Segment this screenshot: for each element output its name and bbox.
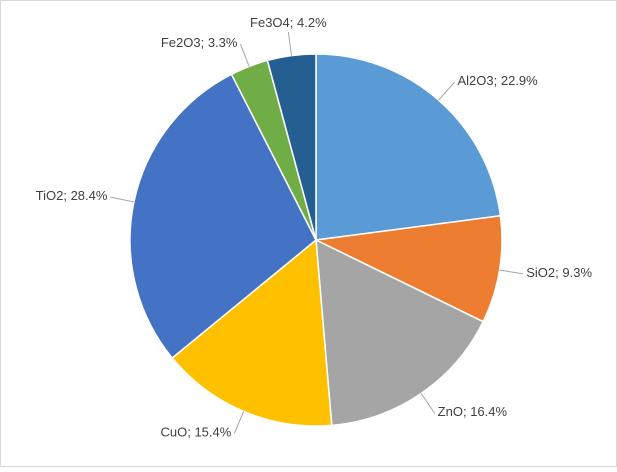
pie-slice bbox=[266, 53, 317, 241]
pie-slice bbox=[315, 238, 485, 427]
leader-line bbox=[233, 411, 245, 434]
data-label: Fe3O4; 4.2% bbox=[250, 15, 327, 30]
label-category: SiO2 bbox=[526, 265, 555, 280]
label-separator: ; bbox=[290, 15, 297, 30]
data-label: Fe2O3; 3.3% bbox=[161, 35, 238, 50]
label-separator: ; bbox=[494, 74, 501, 89]
data-label: ZnO; 16.4% bbox=[438, 405, 508, 420]
pie-slice bbox=[315, 53, 502, 241]
label-value: 16.4% bbox=[470, 405, 507, 420]
label-category: Al2O3 bbox=[457, 74, 493, 89]
label-separator: ; bbox=[63, 188, 70, 203]
label-separator: ; bbox=[463, 405, 470, 420]
label-category: CuO bbox=[160, 425, 187, 440]
pie-slice bbox=[313, 214, 503, 323]
label-category: TiO2 bbox=[36, 188, 64, 203]
data-label: Al2O3; 22.9% bbox=[457, 74, 538, 89]
label-category: Fe3O4 bbox=[250, 15, 290, 30]
label-separator: ; bbox=[555, 265, 562, 280]
leader-line bbox=[239, 43, 250, 67]
leader-line bbox=[110, 196, 135, 203]
leader-line bbox=[287, 31, 293, 56]
data-label: CuO; 15.4% bbox=[160, 425, 231, 440]
label-separator: ; bbox=[187, 425, 194, 440]
label-value: 28.4% bbox=[71, 188, 108, 203]
label-value: 4.2% bbox=[297, 15, 327, 30]
leader-line bbox=[420, 393, 436, 414]
data-label: TiO2; 28.4% bbox=[36, 188, 108, 203]
label-value: 9.3% bbox=[562, 265, 592, 280]
data-label: SiO2; 9.3% bbox=[526, 265, 592, 280]
label-category: Fe2O3 bbox=[161, 35, 201, 50]
label-separator: ; bbox=[201, 35, 208, 50]
leader-line bbox=[499, 269, 524, 275]
label-value: 3.3% bbox=[208, 35, 238, 50]
label-value: 22.9% bbox=[501, 74, 538, 89]
label-value: 15.4% bbox=[194, 425, 231, 440]
label-category: ZnO bbox=[438, 405, 463, 420]
leader-line bbox=[438, 81, 455, 101]
